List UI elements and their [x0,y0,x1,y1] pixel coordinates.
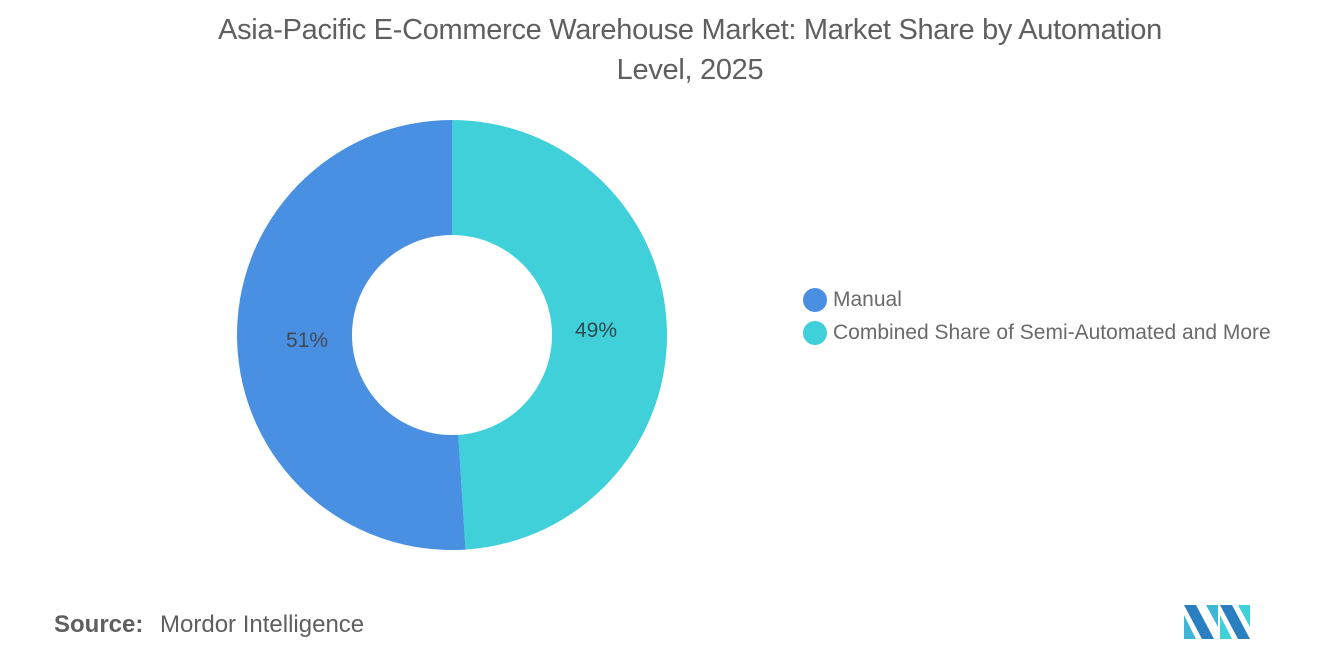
legend-swatch-icon [803,287,827,312]
legend-swatch-icon [803,320,827,345]
slice-manual[interactable] [236,120,466,550]
chart-title-line2: Level, 2025 [616,54,764,86]
slice-label-combined: 49% [575,319,617,342]
slice-combined[interactable] [452,120,667,550]
legend-label: Combined Share of Semi-Automated and Mor… [833,320,1271,344]
source-note: Source: Mordor Intelligence [54,611,364,639]
chart-title: Asia-Pacific E-Commerce Warehouse Market… [0,10,1320,90]
slice-label-manual: 51% [286,329,328,352]
legend-item-combined[interactable]: Combined Share of Semi-Automated and Mor… [803,316,1271,349]
legend-item-manual[interactable]: Manual [803,283,1271,316]
source-value: Mordor Intelligence [160,611,365,638]
source-key: Source: [54,611,144,638]
chart-title-line1: Asia-Pacific E-Commerce Warehouse Market… [218,14,1162,46]
legend: Manual Combined Share of Semi-Automated … [803,283,1271,349]
legend-label: Manual [833,287,902,311]
mordor-intelligence-logo-icon [1184,605,1250,639]
donut-hole [352,235,552,435]
